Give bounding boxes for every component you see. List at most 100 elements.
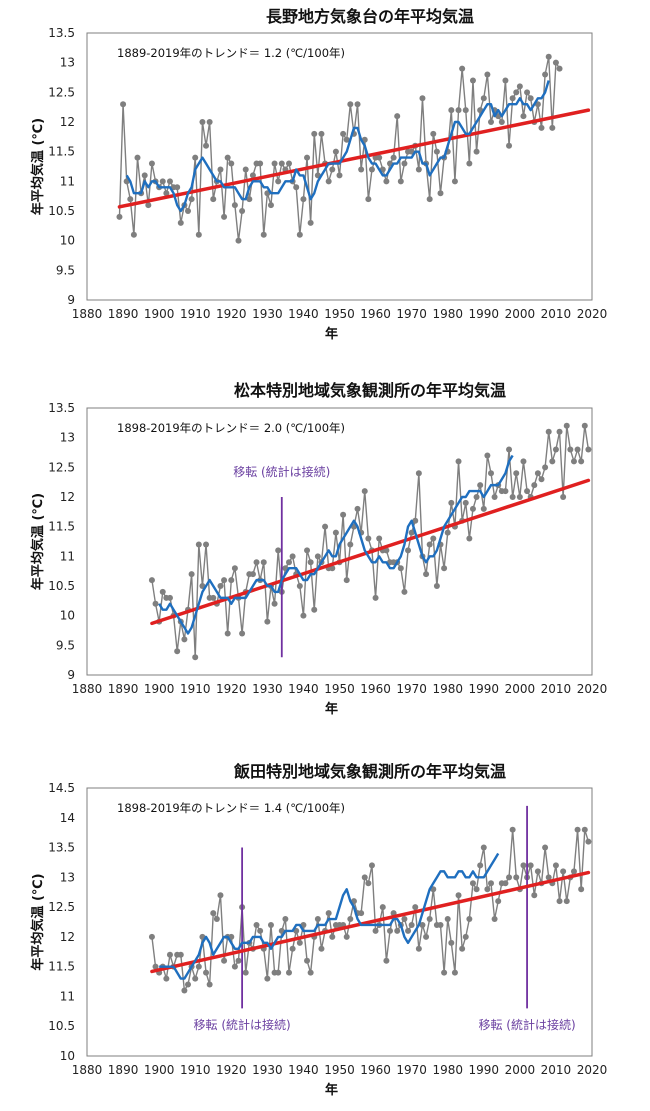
x-tick-label: 2020: [577, 682, 608, 696]
observed-point: [329, 166, 336, 173]
observed-point: [549, 124, 556, 131]
observed-series-line: [151, 829, 590, 993]
observed-point: [289, 553, 296, 560]
x-axis-label: 年: [325, 326, 338, 342]
observed-point: [448, 939, 455, 946]
observed-point: [542, 71, 549, 78]
observed-point: [365, 535, 372, 542]
x-tick-label: 1910: [180, 307, 211, 321]
observed-point: [480, 844, 487, 851]
observed-point: [343, 933, 350, 940]
y-tick-label: 9.5: [56, 638, 75, 652]
relocation-label: 移転 (統計は接続): [233, 464, 330, 479]
observed-point: [578, 886, 585, 893]
observed-point: [506, 142, 513, 149]
observed-point: [419, 921, 426, 928]
y-tick-label: 10.5: [48, 1019, 75, 1033]
observed-point: [239, 208, 246, 214]
observed-point: [347, 101, 354, 108]
observed-point: [221, 957, 228, 964]
observed-point: [466, 160, 473, 167]
y-axis-label: 年平均気温 (℃): [30, 118, 46, 215]
observed-point: [347, 916, 354, 923]
observed-point: [520, 862, 527, 869]
observed-point: [480, 95, 487, 102]
observed-point: [441, 565, 448, 572]
observed-point: [340, 511, 347, 518]
observed-point: [488, 470, 494, 477]
observed-point: [545, 874, 552, 881]
observed-point: [282, 916, 289, 923]
observed-point: [423, 933, 430, 940]
observed-point: [318, 945, 325, 952]
observed-point: [552, 59, 559, 66]
observed-point: [585, 838, 592, 845]
observed-point: [469, 505, 476, 512]
observed-point: [354, 101, 361, 108]
x-tick-label: 2000: [505, 1063, 536, 1077]
observed-point: [166, 594, 173, 601]
observed-point: [141, 172, 148, 179]
trend-line: [150, 478, 591, 626]
observed-point: [527, 862, 534, 869]
observed-point: [408, 921, 415, 928]
observed-point: [210, 910, 217, 917]
observed-point: [181, 636, 188, 643]
y-tick-label: 13: [60, 870, 75, 884]
observed-point: [484, 886, 491, 893]
observed-point: [286, 559, 292, 566]
observed-point: [563, 422, 570, 429]
observed-point: [304, 154, 311, 161]
trend-note: 1889-2019年のトレンド＝ 1.2 (℃/100年): [117, 46, 345, 60]
observed-point: [358, 910, 365, 917]
observed-point: [451, 178, 458, 185]
observed-point: [177, 219, 184, 226]
moving-average-line: [125, 80, 550, 213]
observed-point: [516, 494, 523, 500]
observed-point: [376, 535, 383, 542]
observed-point: [444, 916, 451, 923]
observed-point: [570, 868, 577, 875]
chart-panel-3: 飯田特別地域気象観測所の年平均気温 10 10.5 11 11.5 12 12.5 13 13.…: [30, 762, 607, 1098]
observed-point: [358, 166, 365, 173]
x-tick-label: 1920: [216, 682, 247, 696]
observed-point: [531, 482, 538, 489]
observed-point: [275, 547, 282, 554]
observed-point: [195, 541, 202, 548]
x-axis-label: 年: [325, 1082, 338, 1098]
observed-point: [491, 916, 498, 923]
x-tick-label: 1960: [360, 682, 391, 696]
observed-point: [473, 148, 480, 155]
x-tick-label: 1920: [216, 307, 247, 321]
x-tick-label: 1940: [288, 682, 319, 696]
x-tick-label: 1900: [144, 1063, 175, 1077]
observed-point: [260, 559, 267, 566]
y-tick-label: 11: [60, 549, 75, 563]
observed-point: [542, 844, 549, 851]
observed-point: [340, 130, 347, 137]
observed-point: [185, 981, 191, 988]
observed-point: [451, 969, 458, 976]
observed-point: [152, 963, 159, 970]
relocation-label: 移転 (統計は接続): [478, 1017, 575, 1032]
observed-point: [574, 826, 581, 833]
observed-point: [148, 160, 155, 167]
observed-point: [159, 178, 166, 185]
observed-point: [231, 963, 238, 970]
observed-point: [213, 916, 220, 923]
x-tick-label: 1980: [432, 682, 463, 696]
x-tick-label: 1920: [216, 1063, 247, 1077]
observed-point: [210, 196, 217, 203]
observed-point: [307, 969, 314, 976]
observed-point: [556, 898, 563, 905]
observed-point: [336, 172, 343, 179]
x-tick-label: 1880: [72, 682, 103, 696]
x-tick-label: 1930: [252, 682, 283, 696]
trend-line: [150, 870, 591, 974]
y-tick-label: 12: [60, 115, 75, 129]
observed-point: [289, 945, 296, 952]
observed-point: [264, 975, 271, 982]
observed-point: [491, 494, 498, 500]
observed-point: [477, 482, 484, 489]
